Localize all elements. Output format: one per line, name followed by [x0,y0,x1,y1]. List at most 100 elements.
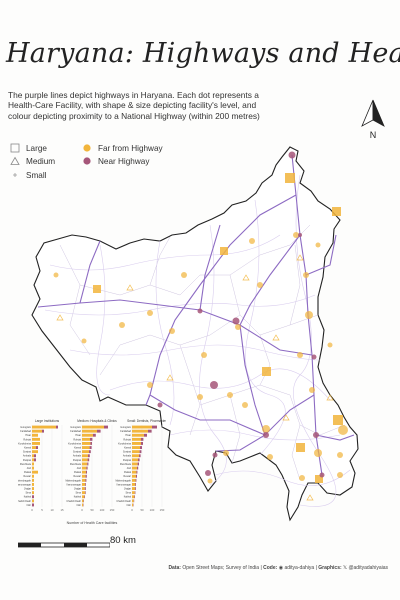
tick-label: 0 [81,508,83,512]
category-label: Mahendragarh [18,479,32,482]
bar-far [82,499,84,503]
bar-far [82,487,85,490]
category-label: Hisar [75,434,81,437]
bar-near [85,491,86,495]
legend-item-medium: Medium [10,156,55,166]
bar-far [32,442,40,445]
category-label: Karnal [74,447,81,450]
category-label: Panipat [23,459,31,462]
bar-near [87,462,89,466]
bar-far [82,458,88,462]
bar-near [97,429,101,433]
legend-label-small: Small [26,170,47,180]
category-label: Sonipat [73,451,81,454]
bar-far [82,483,85,486]
category-label: Ambala [23,455,32,458]
bar-far [132,429,148,433]
bar-far [132,487,135,490]
category-label: Mahendragarh [115,479,131,482]
category-label: Sirsa [76,492,82,495]
bar-far [132,437,141,441]
bar-far [32,470,38,474]
bar-far [82,495,85,499]
bar-near [84,487,86,490]
credit-data-text: Open Street Maps; Survey of India [182,565,260,571]
legend-label-near: Near Highway [98,156,150,166]
bar-near [88,454,90,458]
credit-graphics-label: Graphics: [318,565,342,571]
bar-near [137,466,139,470]
category-label: Kurukshetra [68,442,82,445]
north-label: N [370,130,377,140]
bar-far [82,462,88,466]
category-label: Yamunanagar [116,483,131,486]
bar-near [34,454,36,458]
bar-far [132,442,141,445]
bar-far [32,499,34,503]
category-label: Karnal [24,447,31,450]
chart-panel: Small: Dentists, Pharmacies 0 50 100 150 Guru… [115,419,166,512]
category-label: Panchkula [20,463,32,466]
bar-far [82,478,86,482]
bar-near [135,478,137,482]
bar-near [84,495,85,499]
state-boundary [31,146,359,522]
bar-far [82,503,84,507]
credit-graphics-text: @adityadahiyaias [348,565,388,571]
tick-label: 15 [60,508,64,512]
category-label: Ambala [73,455,82,458]
bar-far [32,478,34,482]
category-label: Nuh [77,504,82,507]
bar-far [132,483,136,486]
bar-near [140,446,142,449]
bar-far [82,450,89,454]
category-label: Nuh [127,504,132,507]
bar-near [32,495,34,499]
bar-near [152,425,157,429]
category-label: Palwal [74,471,82,474]
legend-item-far: Far from Highway [82,143,163,153]
category-label: Faridabad [120,430,131,433]
bar-near [139,450,142,454]
bar-near [136,474,137,478]
bar-far [32,458,34,462]
bar-near [135,483,136,486]
credit-code-label: Code: [263,565,278,571]
category-label: Jhajjar [124,488,131,491]
bar-far [132,433,144,437]
category-label: Karnal [124,447,131,450]
bar-near [42,429,44,433]
credits: Data: Open Street Maps; Survey of India … [168,565,388,571]
bar-near [93,433,96,437]
category-label: Yamunanagar [66,483,81,486]
bar-far [132,466,137,470]
category-label: Sirsa [126,492,132,495]
category-label: Gurugram [20,426,31,429]
legend-item-large: Large [10,143,47,153]
category-label: Sirsa [26,492,32,495]
bar-far [32,450,38,454]
bar-far [82,425,104,429]
bar-far [82,466,87,470]
dot-far-icon [83,144,91,152]
bar-far [32,483,34,486]
credit-data-label: Data: [168,565,181,571]
x-twitter-icon: 𝕏 [343,565,348,571]
bar-near [104,425,108,429]
bar-far [132,450,140,454]
category-label: Jhajjar [74,488,81,491]
scale-bar-label: 80 km [110,535,136,546]
category-label: Rewari [124,475,132,478]
github-icon: ◉ [278,565,284,571]
bar-far [82,437,90,441]
bar-near [139,454,141,458]
bar-far [32,433,38,437]
bar-far [132,454,139,458]
category-label: Rohtak [123,438,131,441]
legend-label-medium: Medium [26,156,56,166]
category-label: Sonipat [123,451,131,454]
tick-label: 150 [110,508,115,512]
bar-far [82,470,86,474]
legend-label-large: Large [26,143,47,153]
plus-icon [13,173,17,177]
